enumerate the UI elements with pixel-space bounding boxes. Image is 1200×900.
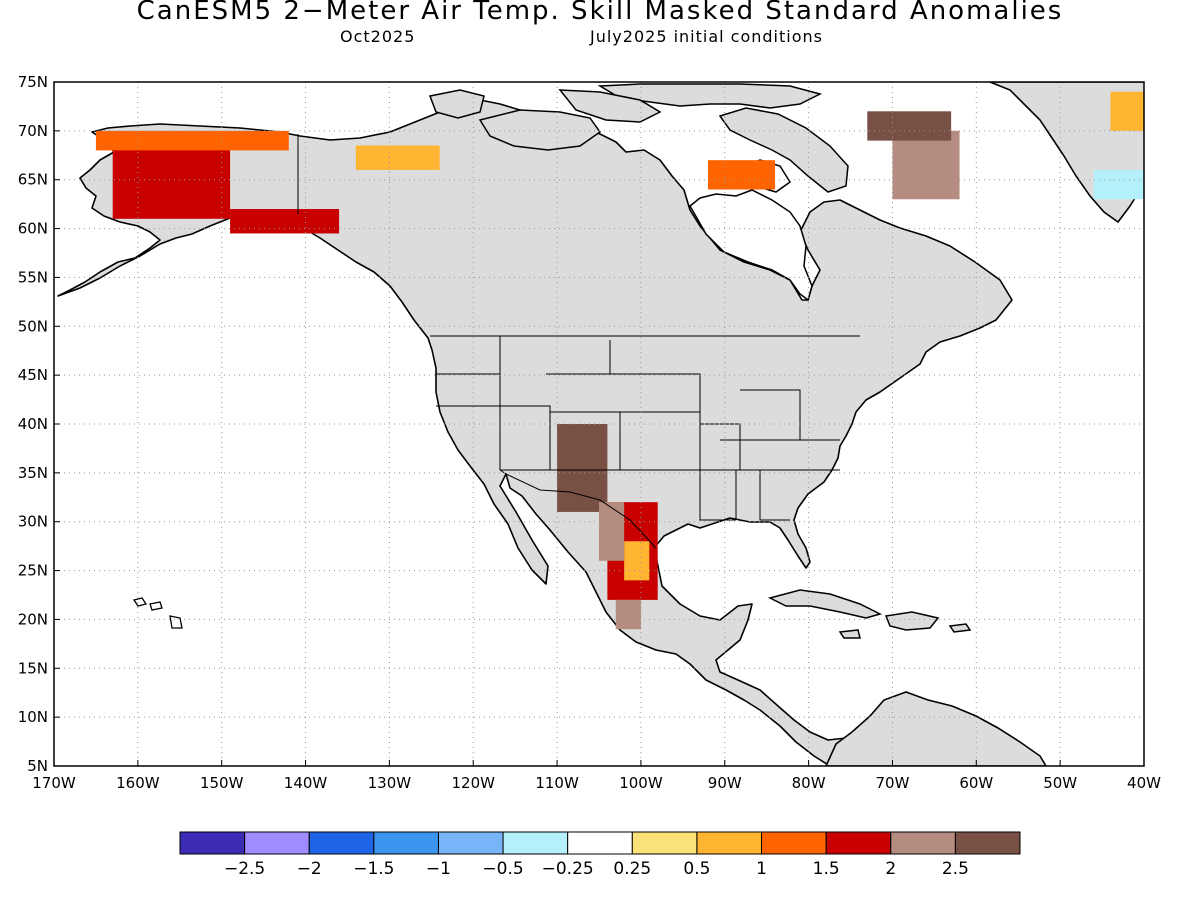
lat-label: 35N (18, 464, 48, 482)
lon-label: 90W (708, 774, 742, 792)
colorbar-swatch (244, 831, 310, 855)
forecast-month: Oct2025 (340, 27, 416, 46)
colorbar-label: 1.5 (813, 859, 840, 879)
south-america (825, 691, 1047, 766)
anomaly-greenland-west-hot (892, 130, 960, 200)
baffin-island (718, 107, 849, 193)
colorbar-swatch (308, 831, 375, 855)
lon-label: 60W (959, 774, 993, 792)
lon-label: 110W (535, 774, 579, 792)
colorbar-label: −0.25 (542, 859, 594, 879)
lat-label: 5N (27, 757, 48, 775)
colorbar-swatch (179, 831, 246, 855)
cuba (767, 589, 883, 619)
anomaly-alaska-west (112, 140, 231, 219)
colorbar-label: 2 (885, 859, 896, 879)
colorbar-label: 0.25 (613, 859, 651, 879)
lon-label: 120W (451, 774, 495, 792)
colorbar-swatch (373, 831, 439, 855)
colorbar-label: −2.5 (224, 859, 265, 879)
lat-label: 55N (18, 268, 48, 286)
lon-label: 130W (368, 774, 412, 792)
state-borders (297, 134, 860, 549)
anomaly-yukon-north (355, 145, 440, 170)
colorbar-label: −1.5 (353, 859, 394, 879)
anomaly-mexico-south-red (615, 599, 641, 630)
colorbar-swatch (825, 831, 892, 855)
anomaly-alaska-south (230, 209, 340, 234)
lat-label: 40N (18, 415, 48, 433)
colorbar-label: −0.5 (482, 859, 523, 879)
colorbar-swatch (890, 831, 956, 855)
anomaly-mexico-red (599, 502, 625, 561)
axis-ticks (53, 81, 1145, 767)
anomaly-greenland-west-brown (867, 111, 952, 141)
lon-label: 70W (876, 774, 910, 792)
anomaly-overlay (95, 91, 1144, 630)
lon-label: 100W (619, 774, 663, 792)
colorbar-label: −1 (426, 859, 451, 879)
lat-label: 25N (18, 562, 48, 580)
jamaica (838, 629, 861, 639)
puerto-rico (948, 623, 972, 633)
lon-label: 50W (1043, 774, 1077, 792)
lon-label: 160W (116, 774, 160, 792)
lat-label: 75N (18, 73, 48, 91)
arctic-islands-central (558, 89, 662, 123)
initial-conditions-label: July2025 initial conditions (590, 27, 823, 46)
lat-label: 60N (18, 220, 48, 238)
north-america-land (57, 99, 1013, 766)
anomaly-baffin-orange (708, 160, 776, 190)
lon-label: 140W (284, 774, 328, 792)
anomaly-greenland-east-cold (1093, 169, 1144, 200)
colorbar-swatch (954, 831, 1021, 855)
lon-label: 80W (792, 774, 826, 792)
colorbar-swatch (567, 831, 633, 855)
colorbar-label: 0.5 (683, 859, 710, 879)
colorbar-swatch (761, 831, 827, 855)
victoria-island (478, 109, 602, 151)
lat-label: 30N (18, 513, 48, 531)
lat-label: 65N (18, 171, 48, 189)
colorbar-labels: −2.5 −2 −1.5 −1 −0.5 −0.25 0.25 0.5 1 1.5 2 2.5 (224, 859, 969, 879)
lat-label: 70N (18, 122, 48, 140)
lat-label: 10N (18, 708, 48, 726)
ellesmere-island (597, 83, 823, 109)
lat-label: 20N (18, 610, 48, 628)
colorbar-label: 1 (756, 859, 767, 879)
graticule (54, 82, 1144, 766)
colorbar-swatch (437, 831, 504, 855)
anomaly-greenland-ne-warm (1110, 91, 1144, 131)
lat-label: 50N (18, 317, 48, 335)
lat-label: 45N (18, 366, 48, 384)
lon-label: 40W (1127, 774, 1161, 792)
hispaniola (884, 611, 940, 631)
colorbar-swatch (502, 831, 569, 855)
longitude-labels: 170W 160W 150W 140W 130W 120W 110W 100W 90W 80W 70… (32, 774, 1161, 792)
colorbar (179, 831, 1021, 855)
land-mask-layer (57, 82, 1144, 766)
anomaly-southwest-brown (557, 424, 608, 512)
hawaii (132, 597, 183, 629)
anomaly-mexico-core (624, 541, 650, 581)
latitude-labels: 75N 70N 65N 60N 55N 50N 45N 40N 35N 30N 25N 20N 15N 1… (18, 73, 48, 775)
colorbar-swatch (696, 831, 763, 855)
colorbar-swatch (631, 831, 698, 855)
colorbar-label: 2.5 (942, 859, 969, 879)
lon-label: 170W (32, 774, 76, 792)
colorbar-label: −2 (297, 859, 322, 879)
hudson-bay (689, 189, 813, 302)
lon-label: 150W (200, 774, 244, 792)
lat-label: 15N (18, 659, 48, 677)
map-title: CanESM5 2−Meter Air Temp. Skill Masked S… (136, 0, 1064, 26)
anomaly-alaska-north-rim (95, 130, 289, 151)
banks-island (428, 89, 485, 119)
